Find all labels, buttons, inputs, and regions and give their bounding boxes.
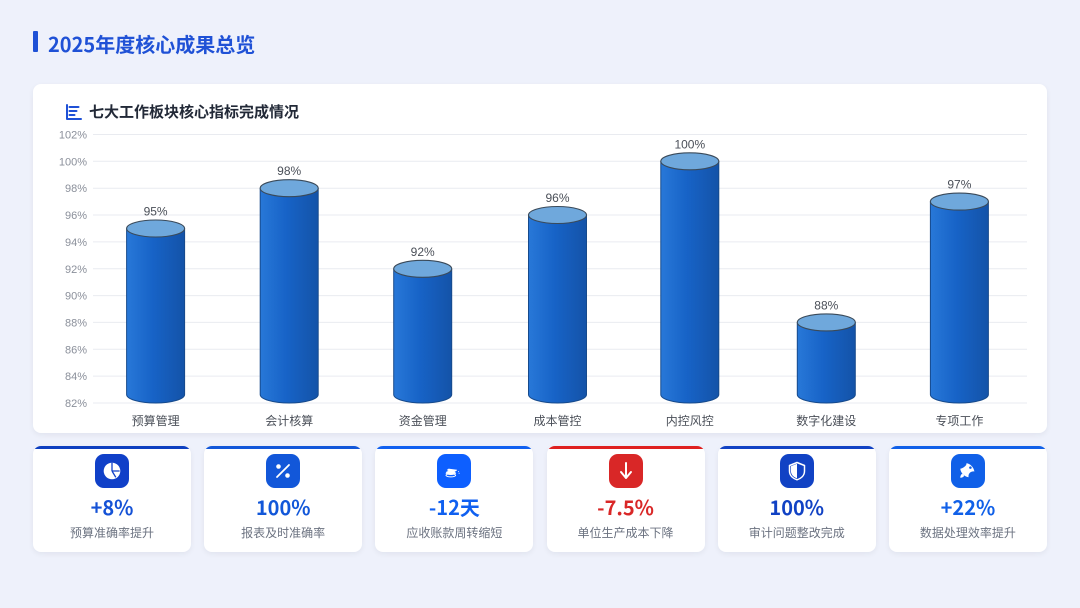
svg-text:95%: 95% [144,205,168,219]
svg-text:94%: 94% [65,237,87,249]
svg-text:92%: 92% [411,245,435,259]
svg-text:98%: 98% [277,164,301,178]
svg-text:成本管控: 成本管控 [533,412,581,429]
svg-text:96%: 96% [65,210,87,222]
svg-text:专项工作: 专项工作 [935,412,983,429]
svg-text:97%: 97% [947,178,971,192]
svg-text:内控风控: 内控风控 [666,412,714,429]
svg-text:会计核算: 会计核算 [265,412,313,429]
svg-text:90%: 90% [65,291,87,303]
svg-text:数字化建设: 数字化建设 [796,412,856,429]
svg-text:82%: 82% [65,398,87,410]
svg-text:88%: 88% [814,298,838,312]
svg-text:96%: 96% [545,191,569,205]
svg-text:92%: 92% [65,264,87,276]
svg-text:100%: 100% [59,156,87,168]
svg-text:100%: 100% [674,137,705,151]
svg-text:资金管理: 资金管理 [399,412,447,429]
svg-text:102%: 102% [59,130,87,142]
svg-text:预算管理: 预算管理 [132,412,180,429]
svg-text:98%: 98% [65,183,87,195]
svg-text:88%: 88% [65,317,87,329]
svg-text:86%: 86% [65,344,87,356]
svg-text:84%: 84% [65,371,87,383]
